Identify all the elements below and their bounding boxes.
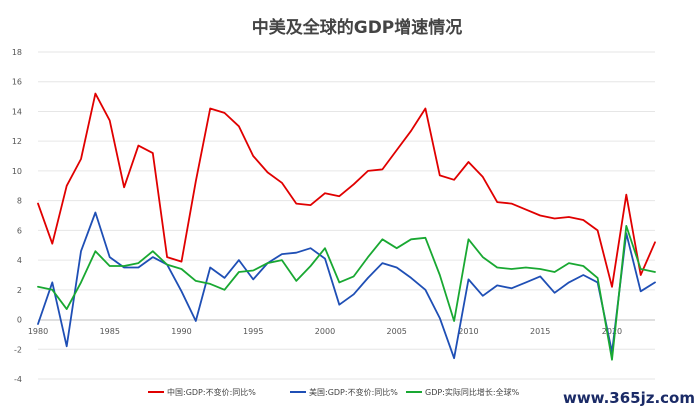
x-tick-label: 1995 [243, 327, 263, 336]
gridlines [38, 51, 655, 380]
y-tick-label: 4 [17, 256, 22, 265]
x-tick-label: 1985 [100, 327, 120, 336]
x-tick-label: 2000 [315, 327, 335, 336]
x-tick-label: 2005 [387, 327, 407, 336]
series-line-2 [37, 211, 656, 360]
x-axis-tick-labels: 1980 1985 1990 1995 2000 2005 2010 2015 2020 [28, 327, 622, 336]
y-tick-label: -2 [14, 345, 22, 354]
y-tick-label: 10 [12, 167, 22, 176]
series-lines [37, 92, 656, 361]
y-tick-label: 16 [12, 78, 22, 87]
legend-label-3: GDP:实际同比增长:全球% [425, 387, 520, 397]
chart-title: 中美及全球的GDP增速情况 [252, 17, 463, 38]
y-tick-label: 14 [12, 107, 22, 116]
x-tick-label: 2010 [458, 327, 478, 336]
watermark-text: www.365jz.com [563, 389, 695, 407]
y-tick-label: -4 [14, 375, 22, 384]
x-tick-label: 2020 [602, 327, 622, 336]
y-tick-label: 0 [17, 316, 22, 325]
legend-label-2: 美国:GDP:不变价:同比% [309, 387, 398, 397]
y-axis-tick-labels: -4 -2 0 2 4 6 8 10 12 14 16 18 [12, 48, 22, 384]
y-tick-label: 2 [17, 286, 22, 295]
y-tick-label: 12 [12, 137, 22, 146]
legend-label-1: 中国:GDP:不变价:同比% [167, 387, 256, 397]
y-tick-label: 6 [17, 226, 22, 235]
legend: 中国:GDP:不变价:同比% 美国:GDP:不变价:同比% GDP:实际同比增长:全… [148, 387, 520, 397]
series-line-1 [37, 92, 656, 288]
x-tick-label: 1980 [28, 327, 48, 336]
x-tick-label: 1990 [171, 327, 191, 336]
series-line-3 [37, 224, 656, 361]
x-tick-label: 2015 [530, 327, 550, 336]
y-tick-label: 18 [12, 48, 22, 57]
y-tick-label: 8 [17, 197, 22, 206]
